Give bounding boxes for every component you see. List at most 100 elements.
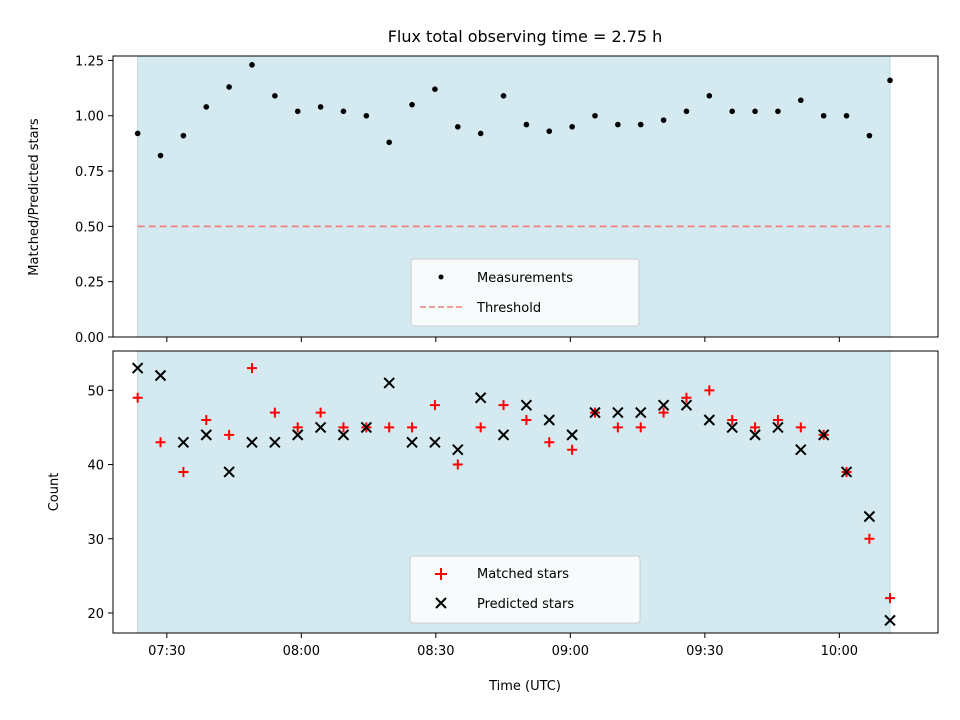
bottom-axes-frame bbox=[112, 350, 939, 634]
matched-point bbox=[201, 415, 212, 426]
bottom-y-tick-label: 40 bbox=[87, 459, 104, 474]
ratio-point bbox=[157, 152, 164, 159]
predicted-point bbox=[177, 436, 190, 448]
matched-point bbox=[498, 400, 509, 411]
ratio-point bbox=[477, 130, 484, 137]
bottom-x-tick-label: 08:00 bbox=[283, 644, 320, 659]
matched-point bbox=[429, 400, 440, 411]
matched-point bbox=[178, 466, 189, 477]
ratio-point bbox=[317, 104, 324, 110]
bottom-y-ticks: 20 30 40 50 bbox=[87, 384, 113, 622]
bottom-y-axis-label: Count bbox=[47, 473, 62, 512]
predicted-point bbox=[749, 429, 761, 441]
ratio-point bbox=[500, 93, 507, 99]
ratio-point bbox=[843, 112, 850, 119]
matched-point bbox=[384, 422, 395, 433]
ratio-point bbox=[887, 77, 893, 84]
top-x-ticks bbox=[166, 337, 840, 342]
bottom-x-tick-label: 07:30 bbox=[148, 644, 185, 659]
chart-title: Flux total observing time = 2.75 h bbox=[388, 27, 663, 46]
predicted-point bbox=[543, 414, 555, 426]
top-y-tick-label: 0.25 bbox=[75, 276, 104, 291]
ratio-point bbox=[386, 139, 392, 146]
matched-point bbox=[727, 415, 738, 426]
predicted-point bbox=[589, 406, 601, 419]
ratio-point bbox=[134, 130, 141, 137]
ratio-point bbox=[294, 108, 301, 115]
predicted-point bbox=[680, 399, 693, 411]
top-y-axis-label: Matched/Predicted stars bbox=[27, 118, 42, 276]
count-points bbox=[131, 362, 896, 627]
ratio-panel: 0.00 0.25 0.50 0.75 1.00 1.25 Flux total obse… bbox=[27, 27, 939, 346]
predicted-point bbox=[223, 466, 235, 478]
ratio-point bbox=[592, 112, 598, 119]
bottom-y-tick-label: 20 bbox=[87, 607, 104, 622]
legend-measurements: Measurements bbox=[477, 271, 573, 286]
top-y-tick-label: 1.25 bbox=[75, 54, 104, 69]
bottom-y-tick-label: 30 bbox=[87, 533, 104, 548]
predicted-point bbox=[474, 392, 487, 404]
ratio-point bbox=[226, 84, 232, 90]
matched-point bbox=[544, 437, 555, 448]
ratio-point bbox=[637, 121, 644, 128]
predicted-point bbox=[497, 429, 510, 441]
predicted-point bbox=[657, 399, 670, 411]
matched-point bbox=[681, 392, 692, 403]
bottom-y-tick-label: 50 bbox=[87, 384, 104, 399]
matched-point bbox=[315, 407, 326, 418]
ratio-point bbox=[569, 124, 575, 130]
ratio-point bbox=[615, 121, 621, 128]
predicted-point bbox=[795, 443, 807, 456]
ratio-point bbox=[820, 112, 827, 119]
predicted-point bbox=[200, 429, 212, 441]
top-y-tick-label: 0.00 bbox=[75, 331, 104, 346]
predicted-point bbox=[154, 369, 167, 382]
matched-point bbox=[567, 444, 578, 455]
bottom-legend: Matched stars Predicted stars bbox=[409, 555, 641, 624]
ratio-point bbox=[249, 62, 255, 68]
matched-point bbox=[658, 407, 669, 418]
x-axis-label: Time (UTC) bbox=[488, 679, 561, 694]
matched-point bbox=[132, 392, 143, 403]
bottom-x-tick-label: 09:00 bbox=[552, 644, 589, 659]
ratio-point bbox=[706, 93, 713, 99]
ratio-point bbox=[363, 112, 370, 119]
ratio-point bbox=[660, 117, 667, 123]
top-legend-box bbox=[410, 258, 640, 327]
bottom-x-ticks: 07:30 08:00 08:30 09:00 09:30 10:00 bbox=[148, 633, 858, 659]
ratio-point bbox=[866, 132, 873, 139]
ratio-point bbox=[523, 121, 530, 128]
matched-point bbox=[635, 422, 646, 433]
predicted-point bbox=[360, 421, 373, 434]
legend-matched: Matched stars bbox=[477, 567, 569, 582]
bottom-x-tick-label: 08:30 bbox=[417, 644, 454, 659]
matched-point bbox=[521, 415, 532, 426]
ratio-points bbox=[134, 62, 893, 159]
matched-point bbox=[885, 593, 896, 604]
ratio-point bbox=[409, 101, 415, 108]
predicted-point bbox=[269, 436, 281, 448]
ratio-point bbox=[797, 97, 804, 104]
ratio-point bbox=[775, 108, 781, 115]
ratio-point bbox=[752, 108, 758, 115]
matched-point bbox=[292, 422, 303, 433]
legend-threshold: Threshold bbox=[476, 301, 541, 316]
predicted-point bbox=[817, 429, 830, 441]
predicted-point bbox=[429, 436, 441, 448]
matched-point bbox=[246, 363, 257, 374]
matched-point bbox=[452, 459, 463, 470]
matched-point bbox=[795, 422, 806, 433]
predicted-point bbox=[314, 421, 327, 434]
matched-point bbox=[864, 533, 875, 544]
ratio-point bbox=[432, 86, 438, 92]
top-axes-frame bbox=[112, 55, 939, 338]
matched-point bbox=[772, 415, 783, 426]
predicted-point bbox=[452, 443, 464, 456]
predicted-point bbox=[131, 362, 144, 374]
predicted-point bbox=[406, 436, 418, 448]
bottom-x-tick-label: 09:30 bbox=[686, 644, 723, 659]
top-y-tick-label: 1.00 bbox=[75, 110, 104, 125]
ratio-point bbox=[203, 104, 210, 110]
top-legend: Measurements Threshold bbox=[410, 258, 640, 327]
